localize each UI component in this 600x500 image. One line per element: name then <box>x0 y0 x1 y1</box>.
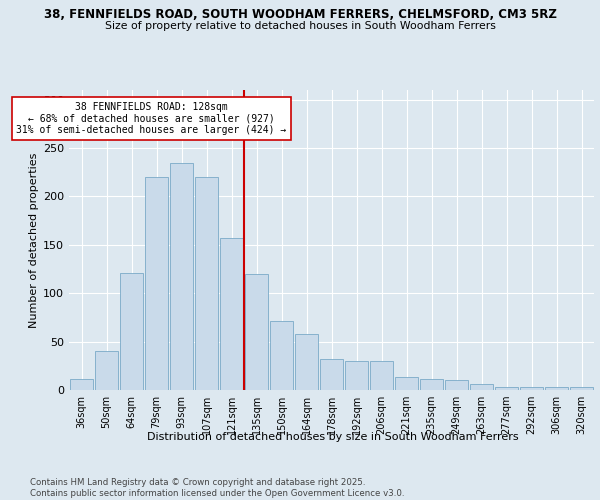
Text: 38 FENNFIELDS ROAD: 128sqm
← 68% of detached houses are smaller (927)
31% of sem: 38 FENNFIELDS ROAD: 128sqm ← 68% of deta… <box>16 102 287 135</box>
Bar <box>194 177 218 390</box>
Bar <box>70 380 94 390</box>
Bar <box>295 334 319 390</box>
Bar <box>245 274 268 390</box>
Bar <box>220 238 244 390</box>
Bar <box>545 387 568 390</box>
Bar <box>470 384 493 390</box>
Bar <box>494 387 518 390</box>
Bar <box>395 378 418 390</box>
Bar <box>269 322 293 390</box>
Bar <box>520 387 544 390</box>
Bar <box>95 352 118 390</box>
Y-axis label: Number of detached properties: Number of detached properties <box>29 152 39 328</box>
Text: Contains HM Land Registry data © Crown copyright and database right 2025.
Contai: Contains HM Land Registry data © Crown c… <box>30 478 404 498</box>
Bar <box>569 387 593 390</box>
Bar <box>170 162 193 390</box>
Bar <box>370 361 394 390</box>
Bar <box>145 177 169 390</box>
Bar <box>419 380 443 390</box>
Text: Distribution of detached houses by size in South Woodham Ferrers: Distribution of detached houses by size … <box>147 432 519 442</box>
Bar <box>445 380 469 390</box>
Bar <box>320 359 343 390</box>
Bar <box>344 361 368 390</box>
Text: Size of property relative to detached houses in South Woodham Ferrers: Size of property relative to detached ho… <box>104 21 496 31</box>
Bar <box>119 273 143 390</box>
Text: 38, FENNFIELDS ROAD, SOUTH WOODHAM FERRERS, CHELMSFORD, CM3 5RZ: 38, FENNFIELDS ROAD, SOUTH WOODHAM FERRE… <box>44 8 556 20</box>
